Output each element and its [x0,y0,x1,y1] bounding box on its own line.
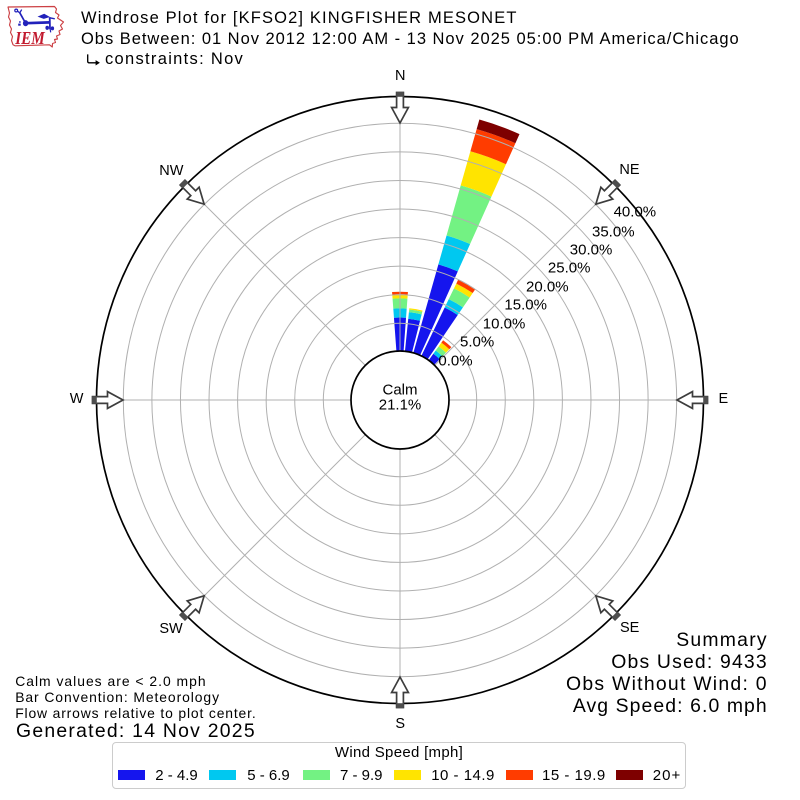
svg-text:IEM: IEM [14,28,46,48]
